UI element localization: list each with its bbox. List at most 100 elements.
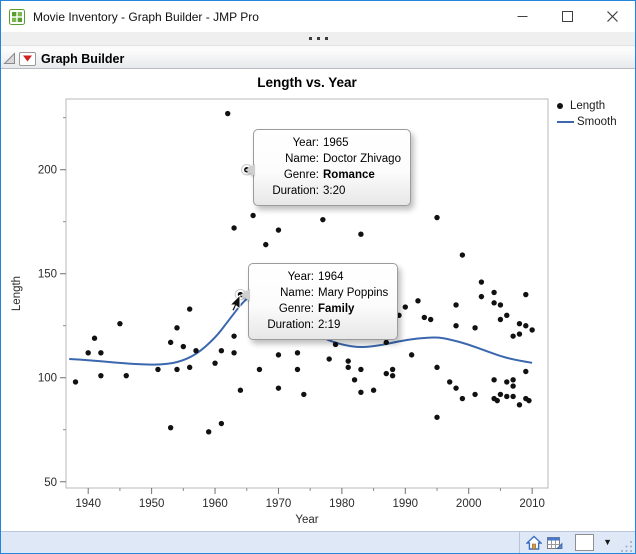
resize-grip[interactable] [621,539,633,553]
data-point[interactable] [526,397,532,404]
data-point[interactable] [218,348,225,354]
data-point[interactable] [453,323,459,329]
data-point[interactable] [345,364,351,371]
maximize-button[interactable] [545,1,590,32]
red-triangle-menu-button[interactable] [19,51,36,66]
data-point[interactable] [434,364,440,371]
data-point[interactable] [383,339,389,346]
data-point[interactable] [167,424,174,431]
data-point[interactable] [510,333,516,339]
data-point[interactable] [504,379,510,385]
data-point[interactable] [497,302,504,308]
data-point[interactable] [504,312,510,319]
data-point[interactable] [370,387,377,393]
close-button[interactable] [590,1,635,32]
data-point[interactable] [351,377,358,383]
data-point[interactable] [275,227,282,233]
data-point[interactable] [472,391,478,398]
data-point[interactable] [91,335,98,341]
data-point[interactable] [72,379,79,385]
data-point[interactable] [85,350,91,356]
data-point[interactable] [523,291,529,298]
data-point[interactable] [427,316,434,323]
data-point[interactable] [453,385,459,391]
data-point[interactable] [510,377,516,383]
data-point[interactable] [358,366,364,373]
data-point[interactable] [186,364,193,371]
data-point[interactable] [98,372,104,379]
data-point[interactable] [478,279,485,285]
data-point[interactable] [358,231,364,237]
data-point[interactable] [389,372,396,379]
data-point[interactable] [491,377,497,383]
data-point[interactable] [332,341,339,348]
collapsed-toolbar[interactable] [1,32,635,46]
data-point[interactable] [180,343,187,350]
data-point[interactable] [231,225,237,231]
data-point[interactable] [320,216,326,223]
data-point[interactable] [294,350,301,356]
data-point[interactable] [421,314,428,321]
data-point[interactable] [212,360,218,366]
data-table-button[interactable] [546,535,563,551]
data-point[interactable] [174,366,180,373]
data-point[interactable] [225,110,231,117]
data-point[interactable] [358,389,364,396]
data-point[interactable] [516,331,523,337]
data-point[interactable] [237,387,244,393]
data-point[interactable] [123,372,129,379]
data-point[interactable] [523,368,529,375]
minimize-button[interactable] [500,1,545,32]
data-point[interactable] [167,339,174,346]
home-button[interactable] [526,535,543,551]
data-point[interactable] [389,366,396,373]
data-point[interactable] [402,304,409,310]
data-point[interactable] [186,306,193,312]
data-point[interactable] [523,323,529,329]
data-point[interactable] [453,302,459,308]
disclosure-triangle-icon[interactable] [3,52,16,65]
data-point[interactable] [326,356,332,362]
data-point[interactable] [250,212,256,219]
data-point[interactable] [174,325,180,331]
data-point[interactable] [231,350,237,356]
data-point[interactable] [497,391,504,398]
data-point[interactable] [263,241,269,248]
data-point[interactable] [516,402,523,408]
data-point[interactable] [434,214,440,221]
data-point[interactable] [529,327,535,333]
data-point[interactable] [510,383,516,389]
data-point[interactable] [275,352,282,358]
legend-item-smooth: Smooth [557,114,617,130]
data-point[interactable] [408,352,415,358]
data-point[interactable] [491,289,497,296]
data-point[interactable] [205,429,212,435]
data-point[interactable] [459,395,466,402]
data-point[interactable] [497,316,504,323]
data-point[interactable] [275,385,282,391]
data-point[interactable] [218,420,225,427]
data-point[interactable] [294,366,301,373]
data-point[interactable] [345,358,351,364]
selection-box-button[interactable] [575,534,595,551]
data-point[interactable] [415,298,421,304]
data-point[interactable] [472,325,478,331]
data-point[interactable] [446,379,453,385]
data-point[interactable] [491,300,497,306]
data-point[interactable] [516,320,523,327]
data-point[interactable] [459,252,466,258]
data-point[interactable] [117,320,123,327]
data-point[interactable] [510,393,516,400]
data-point[interactable] [256,366,263,373]
data-point[interactable] [231,333,237,339]
data-point[interactable] [494,397,500,404]
data-point[interactable] [478,293,485,300]
data-point[interactable] [98,350,104,356]
data-point[interactable] [193,348,199,354]
data-point[interactable] [504,393,510,400]
data-point[interactable] [383,370,389,377]
data-point[interactable] [301,391,307,398]
dropdown-caret-icon[interactable]: ▼ [603,537,612,547]
data-point[interactable] [434,414,440,420]
data-point[interactable] [155,366,161,373]
